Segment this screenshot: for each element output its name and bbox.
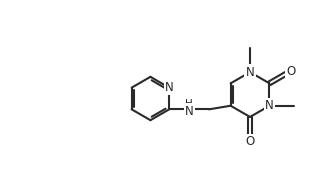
Text: N: N: [165, 81, 173, 94]
Text: H: H: [185, 99, 193, 109]
Text: O: O: [286, 64, 295, 77]
Text: N: N: [246, 66, 255, 79]
Text: O: O: [245, 135, 255, 148]
Text: N: N: [185, 105, 193, 118]
Text: N: N: [265, 99, 274, 112]
